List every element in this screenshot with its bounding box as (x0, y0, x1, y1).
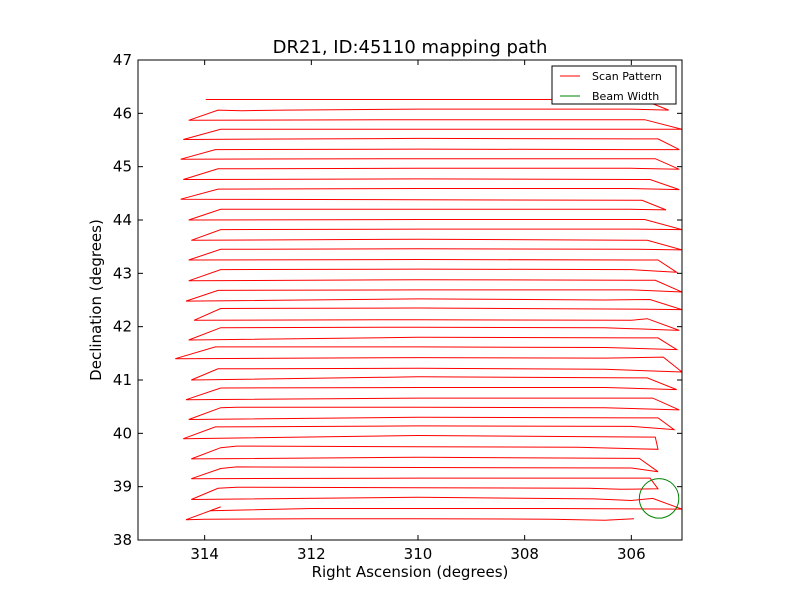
x-tick-label: 306 (617, 545, 646, 563)
y-tick-label: 46 (113, 104, 132, 122)
y-tick-label: 41 (113, 371, 132, 389)
x-axis-label: Right Ascension (degrees) (312, 563, 509, 581)
y-tick-label: 44 (113, 211, 132, 229)
y-tick-label: 40 (113, 424, 132, 442)
x-axis: 314 312 310 308 306 (190, 60, 646, 563)
series-beam-width-circle (638, 478, 680, 519)
y-tick-label: 45 (113, 158, 132, 176)
legend-label-scan-pattern: Scan Pattern (592, 70, 662, 83)
x-tick-label: 310 (404, 545, 433, 563)
x-tick-label: 312 (297, 545, 326, 563)
legend: Scan Pattern Beam Width (551, 65, 677, 105)
plot-frame (137, 59, 683, 541)
y-axis: 38 39 40 41 42 43 44 45 46 47 (113, 51, 682, 549)
y-tick-label: 39 (113, 478, 132, 496)
legend-box (551, 65, 677, 105)
x-tick-label: 308 (510, 545, 539, 563)
chart-title: DR21, ID:45110 mapping path (273, 37, 548, 58)
y-axis-label: Declination (degrees) (87, 219, 105, 381)
y-tick-label: 47 (113, 51, 132, 69)
legend-label-beam-width: Beam Width (592, 90, 659, 103)
y-tick-label: 42 (113, 318, 132, 336)
x-tick-label: 314 (190, 545, 219, 563)
series-scan-pattern-line (175, 99, 682, 521)
y-tick-label: 38 (113, 531, 132, 549)
y-tick-label: 43 (113, 264, 132, 282)
plot-area (175, 99, 682, 521)
